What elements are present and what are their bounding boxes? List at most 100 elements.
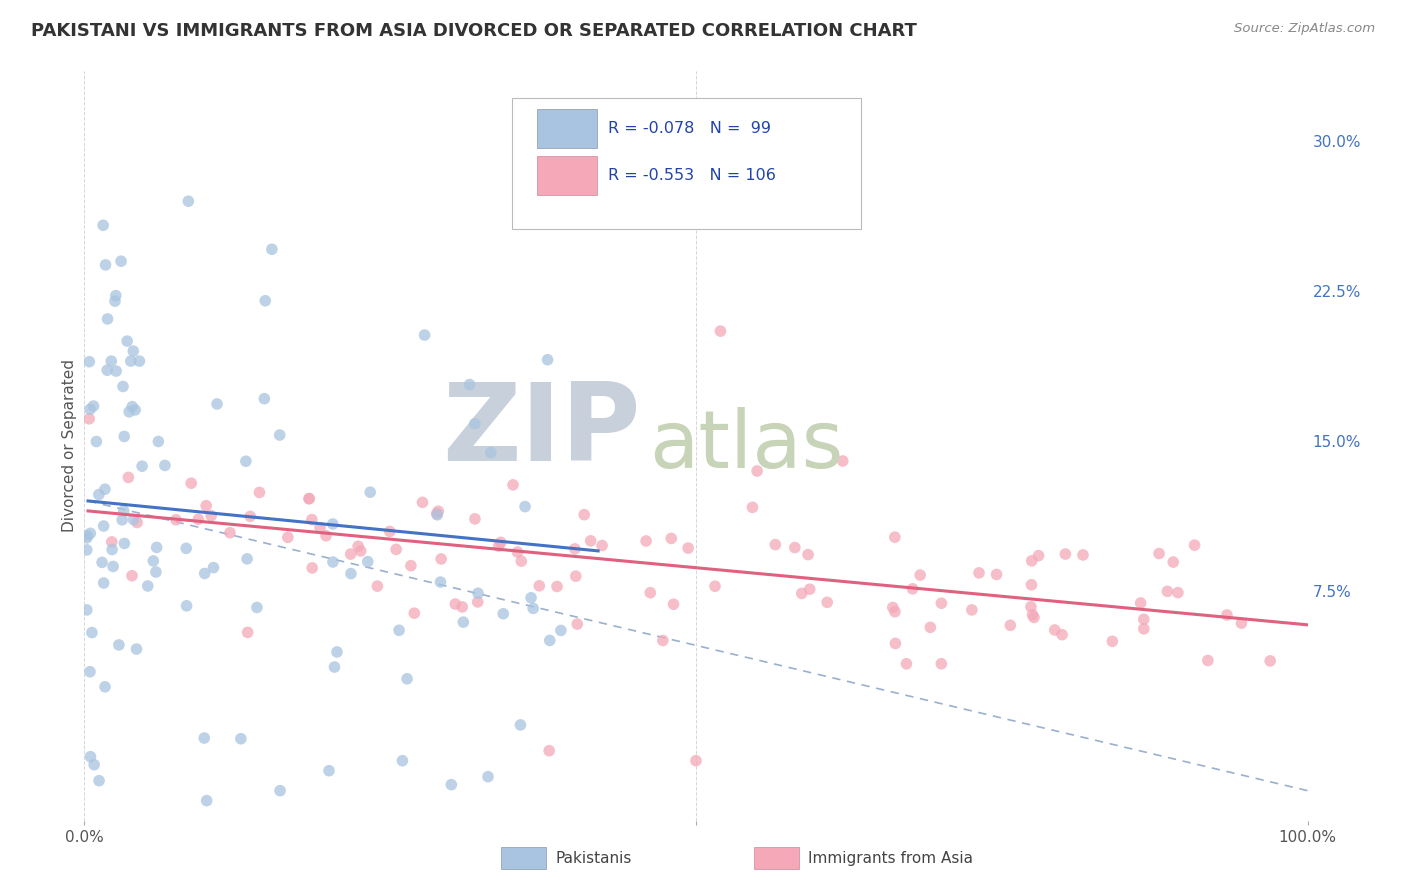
Point — [93, 519, 115, 533]
Point — [783, 541, 806, 555]
Point — [502, 478, 524, 492]
Point — [1197, 653, 1219, 667]
Point — [254, 293, 277, 308]
Text: atlas: atlas — [650, 407, 844, 485]
Point — [396, 672, 419, 686]
Point — [153, 458, 176, 473]
Point — [326, 645, 349, 659]
Point — [513, 500, 536, 514]
Point — [246, 600, 269, 615]
Point — [96, 312, 118, 326]
Point — [121, 568, 143, 582]
Text: R = -0.078   N =  99: R = -0.078 N = 99 — [607, 120, 770, 136]
Point — [506, 545, 529, 559]
Point — [815, 595, 838, 609]
Point — [884, 636, 907, 650]
Point — [464, 417, 486, 431]
Point — [131, 459, 153, 474]
Point — [931, 657, 953, 671]
Point — [236, 552, 259, 566]
Point — [659, 532, 682, 546]
Point — [388, 624, 411, 638]
Point — [322, 555, 344, 569]
Text: PAKISTANI VS IMMIGRANTS FROM ASIA DIVORCED OR SEPARATED CORRELATION CHART: PAKISTANI VS IMMIGRANTS FROM ASIA DIVORC… — [31, 22, 917, 40]
Point — [467, 586, 489, 600]
Point — [651, 633, 673, 648]
Point — [249, 485, 271, 500]
Point — [550, 624, 572, 638]
Point — [831, 454, 853, 468]
Point — [100, 354, 122, 368]
Point — [385, 542, 408, 557]
Point — [86, 434, 108, 449]
Point — [239, 509, 262, 524]
Point — [253, 392, 276, 406]
Point — [176, 599, 198, 613]
Point — [111, 513, 134, 527]
Point — [180, 476, 202, 491]
Point — [277, 530, 299, 544]
Point — [467, 595, 489, 609]
Point — [77, 411, 100, 425]
Point — [378, 524, 401, 539]
Point — [120, 354, 142, 368]
FancyBboxPatch shape — [537, 156, 598, 195]
Point — [301, 561, 323, 575]
Point — [145, 565, 167, 579]
Point — [269, 783, 291, 797]
Point — [112, 504, 135, 518]
Point — [340, 566, 363, 581]
Point — [205, 397, 228, 411]
Point — [908, 568, 931, 582]
Point — [429, 575, 451, 590]
Point — [404, 606, 426, 620]
Point — [676, 541, 699, 555]
Point — [187, 512, 209, 526]
Point — [121, 400, 143, 414]
Point — [411, 495, 433, 509]
Point — [195, 499, 218, 513]
Point — [101, 535, 124, 549]
Point — [538, 744, 561, 758]
Point — [347, 539, 370, 553]
Point — [520, 591, 543, 605]
Point — [96, 363, 118, 377]
Point — [426, 507, 449, 521]
Text: ZIP: ZIP — [443, 378, 641, 484]
Point — [104, 294, 127, 309]
Point — [967, 566, 990, 580]
Point — [565, 569, 588, 583]
Point — [479, 445, 502, 459]
Point — [741, 500, 763, 515]
Point — [413, 328, 436, 343]
Point — [567, 617, 589, 632]
Point — [79, 749, 101, 764]
Point — [94, 258, 117, 272]
Point — [112, 536, 135, 550]
Point — [315, 529, 337, 543]
Point — [76, 531, 98, 545]
Point — [1184, 538, 1206, 552]
Point — [94, 482, 117, 496]
Point — [148, 434, 170, 449]
Point — [1028, 549, 1050, 563]
Y-axis label: Divorced or Separated: Divorced or Separated — [62, 359, 77, 533]
Point — [229, 731, 252, 746]
Point — [1156, 584, 1178, 599]
Point — [87, 773, 110, 788]
Point — [440, 778, 463, 792]
Point — [488, 539, 510, 553]
Point — [685, 754, 707, 768]
Point — [399, 558, 422, 573]
Point — [118, 405, 141, 419]
Point — [177, 194, 200, 209]
Point — [111, 379, 134, 393]
Point — [896, 657, 918, 671]
Point — [430, 552, 453, 566]
Point — [366, 579, 388, 593]
Text: Immigrants from Asia: Immigrants from Asia — [808, 851, 973, 865]
Text: Source: ZipAtlas.com: Source: ZipAtlas.com — [1234, 22, 1375, 36]
Point — [1147, 547, 1170, 561]
Point — [538, 633, 561, 648]
Point — [427, 504, 450, 518]
